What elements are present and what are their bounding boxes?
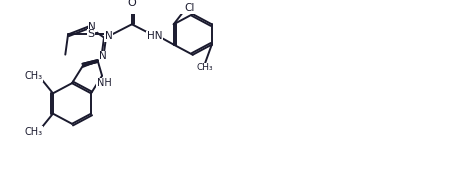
Text: N: N bbox=[105, 31, 113, 41]
Text: CH₃: CH₃ bbox=[25, 127, 43, 137]
Text: NH: NH bbox=[97, 78, 111, 88]
Text: Cl: Cl bbox=[185, 3, 195, 13]
Text: N: N bbox=[89, 22, 96, 31]
Text: N: N bbox=[99, 51, 107, 61]
Text: O: O bbox=[128, 0, 136, 8]
Text: S: S bbox=[87, 29, 94, 39]
Text: HN: HN bbox=[147, 31, 162, 41]
Text: CH₃: CH₃ bbox=[197, 63, 213, 72]
Text: CH₃: CH₃ bbox=[25, 71, 43, 81]
